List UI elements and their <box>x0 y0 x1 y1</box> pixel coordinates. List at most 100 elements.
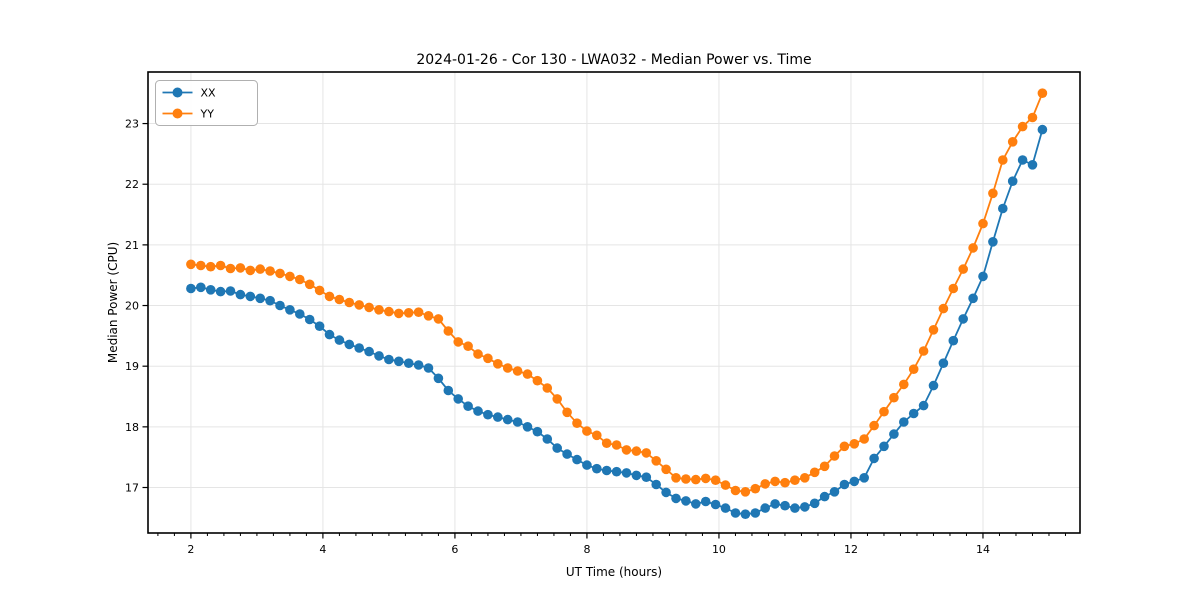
series-xx-marker <box>879 441 889 452</box>
series-xx-marker <box>601 465 612 476</box>
series-xx-marker <box>730 508 741 518</box>
series-xx-marker <box>542 434 553 444</box>
series-yy-marker <box>1017 121 1028 132</box>
series-yy-marker <box>285 271 295 282</box>
series-xx-marker <box>413 360 424 370</box>
series-yy-marker <box>344 297 355 308</box>
series-xx-marker <box>819 491 830 502</box>
series-yy-marker <box>770 476 780 487</box>
series-xx-marker <box>493 412 503 422</box>
series-xx-marker <box>710 499 721 510</box>
y-tick-label: 17 <box>125 482 139 495</box>
series-yy-marker <box>463 341 473 352</box>
series-yy-marker <box>641 448 652 458</box>
series-yy-marker <box>819 461 830 472</box>
series-yy-marker <box>829 451 840 461</box>
series-xx-marker <box>225 286 236 296</box>
series-xx-marker <box>740 509 751 519</box>
series-yy-marker <box>295 274 305 285</box>
data-layer <box>186 88 1048 519</box>
series-yy-marker <box>403 308 414 318</box>
series-yy-marker <box>473 349 483 359</box>
series-yy-marker <box>493 359 503 369</box>
y-tick-label: 23 <box>125 118 139 131</box>
series-xx-marker <box>582 460 592 470</box>
series-yy-marker <box>651 456 661 466</box>
series-yy-marker <box>809 467 820 478</box>
legend-yy-marker <box>172 108 183 119</box>
series-xx-marker <box>423 363 434 373</box>
series-xx-marker <box>463 401 473 412</box>
series-xx-marker <box>512 417 523 427</box>
series-xx-marker <box>344 339 355 350</box>
series-xx-marker <box>790 503 800 513</box>
series-xx-marker <box>483 409 493 420</box>
x-tick-label: 2 <box>187 543 194 556</box>
axes-frame <box>147 71 1081 534</box>
series-xx-marker <box>691 499 701 509</box>
series-yy-marker <box>1007 137 1018 147</box>
series-yy-marker <box>245 265 256 276</box>
series-yy-marker <box>918 346 929 356</box>
series-yy-marker <box>1027 112 1038 123</box>
series-xx-marker <box>918 400 929 411</box>
series-yy-marker <box>225 263 236 274</box>
series-yy-marker <box>998 155 1008 165</box>
series-yy-marker <box>601 438 612 449</box>
series-xx-marker <box>869 453 879 464</box>
series-yy-marker <box>879 406 889 417</box>
series-xx-marker <box>611 466 622 477</box>
y-tick-label: 19 <box>125 360 139 373</box>
series-xx-marker <box>522 422 533 432</box>
series-yy-marker <box>314 285 325 296</box>
series-yy-marker <box>265 266 275 276</box>
series-yy-marker <box>800 473 810 483</box>
series-yy-marker <box>205 261 216 272</box>
series-yy-marker <box>720 480 731 490</box>
series-yy-marker <box>304 279 315 290</box>
x-tick-label: 8 <box>583 543 590 556</box>
series-yy-marker <box>582 426 592 436</box>
series-yy-marker <box>700 473 711 484</box>
series-yy-marker <box>433 314 444 324</box>
series-yy-marker <box>958 264 968 274</box>
series-xx-marker <box>889 429 899 439</box>
series-yy-marker <box>413 307 424 318</box>
series-xx-marker <box>631 470 642 481</box>
legend-xx-label: XX <box>201 87 217 100</box>
series-xx-marker <box>473 406 483 416</box>
series-xx-marker <box>295 309 305 319</box>
series-yy-marker <box>730 485 741 496</box>
series-yy-marker <box>443 326 454 336</box>
series-xx-marker <box>800 502 810 512</box>
series-yy-marker <box>354 300 365 310</box>
tick-layer: 2 4 6 8 10 12 14 17 18 19 20 21 22 23 <box>125 118 1066 556</box>
series-xx-marker <box>958 314 968 324</box>
series-xx-marker <box>403 358 414 369</box>
series-yy-marker <box>423 311 434 321</box>
series-xx-marker <box>245 291 256 302</box>
series-xx-marker <box>384 354 394 365</box>
series-yy-marker <box>512 366 523 376</box>
series-xx-marker <box>780 500 790 511</box>
series-xx-marker <box>265 295 275 306</box>
series-yy-marker <box>780 477 790 488</box>
series-yy-marker <box>255 264 265 274</box>
series-xx-marker <box>1017 155 1028 165</box>
series-xx-marker <box>809 498 820 509</box>
series-xx-marker <box>324 329 335 340</box>
series-xx-marker <box>443 385 454 396</box>
series-yy-marker <box>502 363 513 373</box>
series-xx-marker <box>651 479 661 490</box>
series-xx-marker <box>532 426 543 437</box>
y-axis-label: Median Power (CPU) <box>106 242 120 363</box>
series-yy-marker <box>938 303 949 314</box>
series-xx-marker <box>908 408 919 419</box>
x-axis-label: UT Time (hours) <box>566 565 662 579</box>
series-xx-marker <box>572 454 582 465</box>
series-yy-marker <box>839 441 850 452</box>
series-yy-marker <box>552 394 562 404</box>
series-yy-marker <box>394 308 404 319</box>
series-yy-marker <box>196 260 206 271</box>
series-yy-marker <box>710 475 721 486</box>
